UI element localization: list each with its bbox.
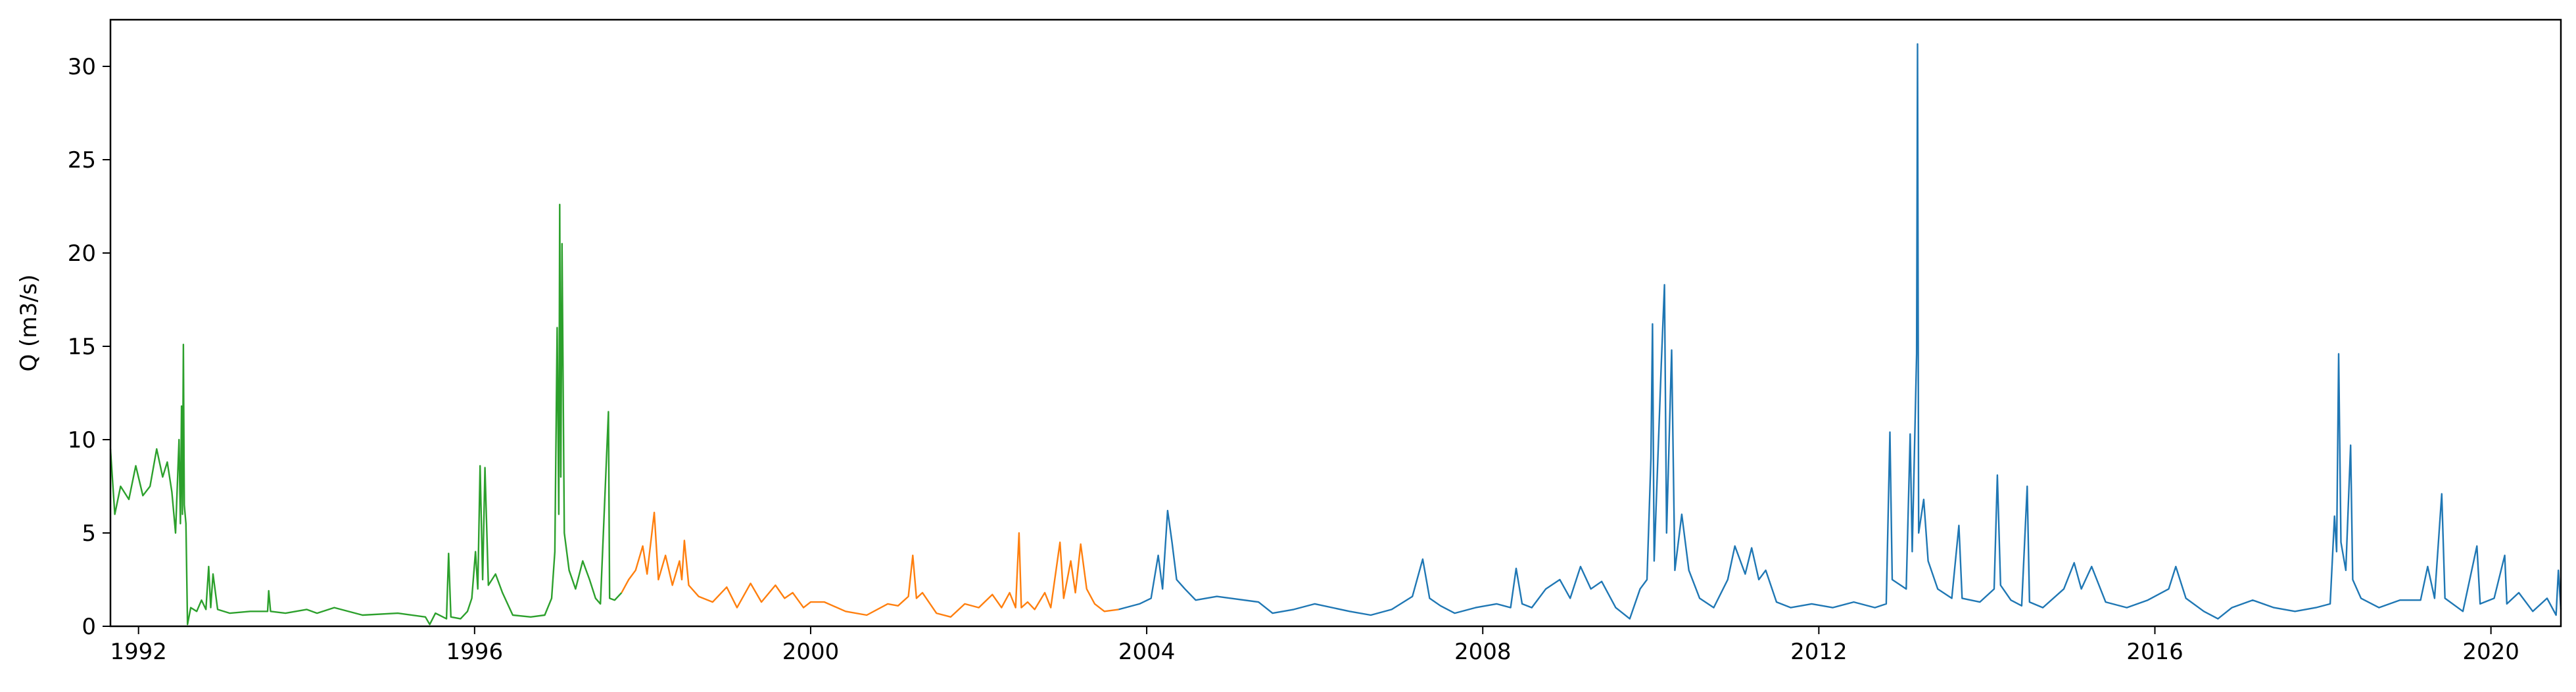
y-tick-label: 20 — [68, 241, 96, 267]
y-tick-label: 5 — [82, 520, 96, 547]
y-tick-label: 0 — [82, 614, 96, 640]
plot-area — [109, 43, 2562, 626]
y-tick-label: 25 — [68, 147, 96, 173]
series-line-3 — [1118, 43, 2562, 620]
x-tick-label: 2012 — [1790, 639, 1848, 665]
x-tick-label: 1996 — [446, 639, 504, 665]
x-axis: 1992 1996 2000 2004 2008 2012 2016 2020 — [110, 626, 2519, 665]
y-tick-label: 10 — [68, 427, 96, 453]
axes-frame — [109, 18, 2562, 628]
y-axis-label: Q (m3/s) — [16, 274, 42, 371]
y-axis: 0 5 10 15 20 25 30 — [68, 54, 110, 640]
x-tick-label: 2008 — [1454, 639, 1512, 665]
x-tick-label: 2020 — [2462, 639, 2519, 665]
series-line-1 — [109, 204, 623, 626]
x-tick-label: 2016 — [2126, 639, 2183, 665]
series-line-2 — [621, 511, 1119, 618]
y-tick-label: 15 — [68, 334, 96, 360]
x-tick-label: 2000 — [782, 639, 840, 665]
x-tick-label: 2004 — [1118, 639, 1176, 665]
x-tick-label: 1992 — [110, 639, 167, 665]
y-tick-label: 30 — [68, 54, 96, 80]
